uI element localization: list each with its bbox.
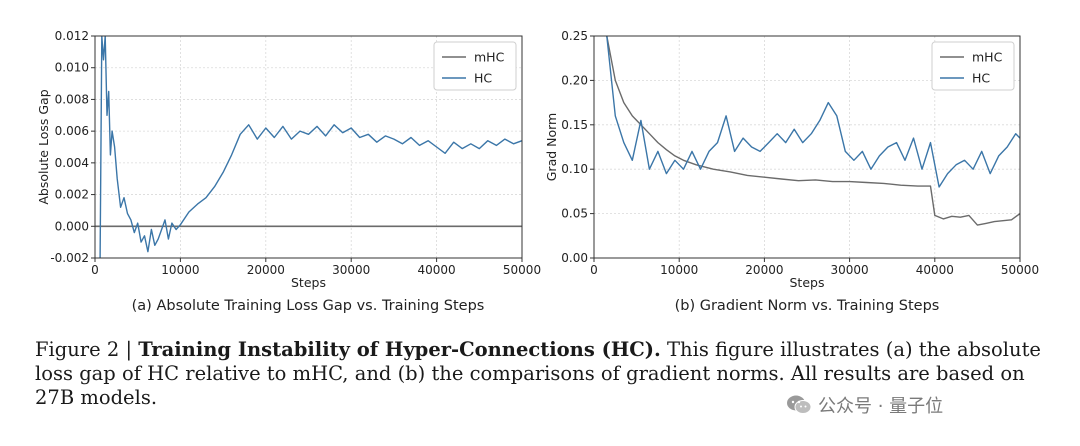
plot-frame [593, 35, 1021, 259]
x-tick-label: 10000 [660, 263, 698, 277]
y-tick-label: 0.010 [55, 61, 89, 75]
legend-label-mhc: mHC [474, 50, 505, 65]
legend-label-hc: HC [474, 71, 492, 86]
y-tick-label: 0.006 [55, 124, 89, 138]
y-tick-label: 0.00 [561, 251, 588, 265]
x-tick-label: 20000 [247, 263, 285, 277]
y-tick-label: -0.002 [50, 251, 89, 265]
x-tick-label: 30000 [831, 263, 869, 277]
subcaption: (a) Absolute Training Loss Gap vs. Train… [132, 298, 485, 314]
series-line-mhc [606, 36, 1020, 226]
plot-frame [94, 35, 523, 259]
x-tick-label: 0 [590, 263, 598, 277]
x-axis-label: Steps [790, 275, 825, 290]
caption-prefix: Figure 2 | [35, 338, 139, 361]
y-axis-label: Absolute Loss Gap [36, 89, 51, 204]
figure-caption: Figure 2 | Training Instability of Hyper… [35, 338, 1055, 410]
x-tick-label: 50000 [1001, 263, 1039, 277]
x-axis-label: Steps [291, 275, 326, 290]
series-line-hc [99, 36, 522, 258]
y-tick-label: 0.25 [561, 29, 588, 43]
y-tick-label: 0.004 [55, 156, 89, 170]
y-tick-label: 0.15 [561, 118, 588, 132]
x-tick-label: 10000 [161, 263, 199, 277]
caption-body: This figure illustrates (a) the absolute… [35, 338, 1041, 409]
caption-title: Training Instability of Hyper-Connection… [138, 338, 661, 361]
y-axis-label: Grad Norm [544, 113, 559, 182]
x-tick-label: 50000 [503, 263, 541, 277]
watermark: 公众号 · 量子位 [782, 392, 948, 418]
legend-label-hc: HC [972, 71, 990, 86]
y-tick-label: 0.008 [55, 92, 89, 106]
chart-a: 0 10000 20000 30000 40000 50000 -0.002 0.000 0.0… [36, 29, 541, 314]
y-tick-label: 0.10 [561, 162, 588, 176]
legend-label-mhc: mHC [972, 50, 1003, 65]
y-tick-label: 0.002 [55, 188, 89, 202]
y-tick-label: 0.20 [561, 73, 588, 87]
chart-b: 0 10000 20000 30000 40000 50000 0.00 0.05 0.10 0.… [544, 29, 1039, 314]
watermark-text: 公众号 · 量子位 [818, 396, 944, 417]
y-tick-label: 0.000 [55, 219, 89, 233]
y-tick-label: 0.05 [561, 207, 588, 221]
x-tick-label: 40000 [916, 263, 954, 277]
series-line-hc [606, 36, 1020, 188]
wechat-icon [787, 395, 812, 414]
subcaption: (b) Gradient Norm vs. Training Steps [675, 298, 940, 314]
x-tick-label: 20000 [745, 263, 783, 277]
x-tick-label: 40000 [418, 263, 456, 277]
x-tick-label: 0 [91, 263, 99, 277]
y-tick-label: 0.012 [55, 29, 89, 43]
x-tick-label: 30000 [332, 263, 370, 277]
